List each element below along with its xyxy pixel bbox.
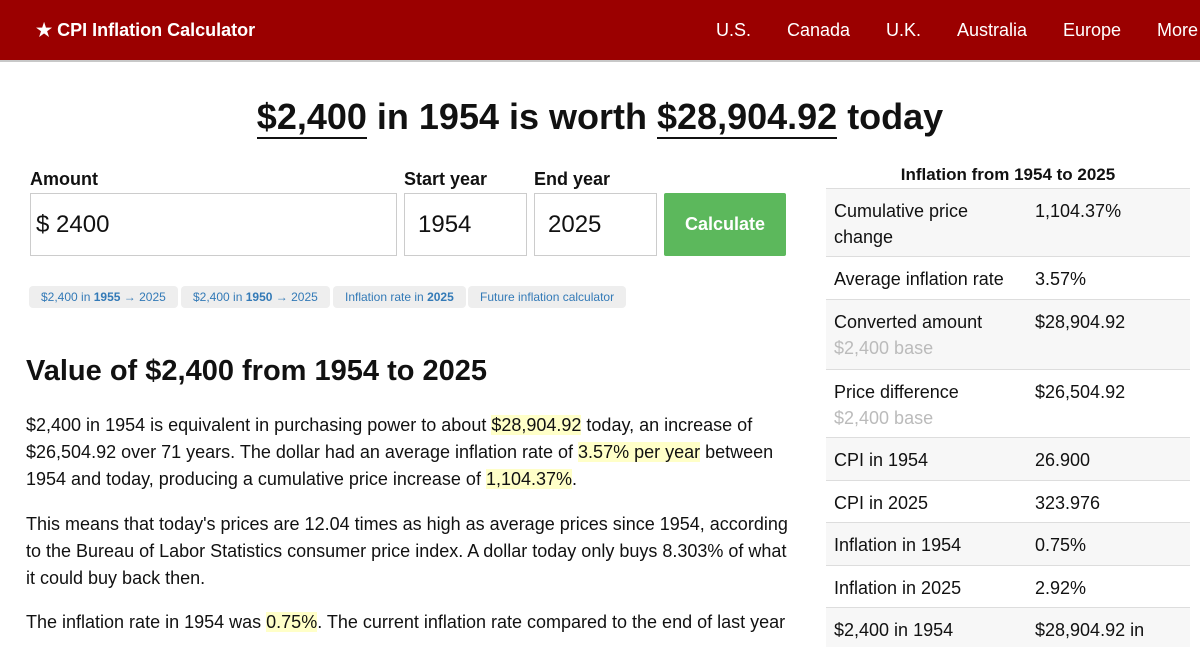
paragraph-1: $2,400 in 1954 is equivalent in purchasi… <box>26 415 774 489</box>
row-label: Inflation in 1954 <box>834 535 962 555</box>
calculate-button[interactable]: Calculate <box>664 193 786 256</box>
row-value: 1,104.37% <box>1035 201 1122 221</box>
table-row: Converted amount $2,400 base $28,904.92 <box>826 299 1190 369</box>
nav-more[interactable]: More <box>1157 20 1199 40</box>
end-year-input[interactable]: 2025 <box>534 193 657 256</box>
table-row: Inflation in 2025 2.92% <box>826 565 1190 607</box>
title-result: $28,904.92 <box>657 96 838 139</box>
table-row: Cumulative price change 1,104.37% <box>826 188 1190 256</box>
title-amount: $2,400 <box>256 96 367 139</box>
row-value: 26.900 <box>1035 450 1091 470</box>
amount-input[interactable]: $ 2400 <box>30 193 397 256</box>
table-row: Price difference $2,400 base $26,504.92 <box>826 369 1190 437</box>
row-label: Average inflation rate <box>834 269 1004 289</box>
table-row: Average inflation rate 3.57% <box>826 256 1190 299</box>
row-label: CPI in 2025 <box>834 493 929 513</box>
title-end: today <box>837 96 944 137</box>
article-heading: Value of $2,400 from 1954 to 2025 <box>26 355 488 387</box>
row-label: Price difference $2,400 base <box>834 379 1024 431</box>
row-label: CPI in 1954 <box>834 450 929 470</box>
row-value: $28,904.92 in <box>1035 620 1145 640</box>
nav-europe[interactable]: Europe <box>1063 20 1122 40</box>
link-future-inflation[interactable]: Future inflation calculator <box>468 286 627 308</box>
link-inflation-rate-2025[interactable]: Inflation rate in 2025 <box>333 286 466 308</box>
row-value: $28,904.92 <box>1035 312 1126 332</box>
link-1955[interactable]: $2,400 in 1955 → 2025 <box>29 286 178 308</box>
table-row: $2,400 in 1954 $28,904.92 in <box>826 607 1190 647</box>
nav-us[interactable]: U.S. <box>716 20 752 40</box>
row-value: $26,504.92 <box>1035 382 1126 402</box>
row-label: Cumulative price change <box>834 201 969 247</box>
nav-uk[interactable]: U.K. <box>886 20 922 40</box>
row-label: Converted amount $2,400 base <box>834 309 1024 361</box>
start-year-input[interactable]: 1954 <box>404 193 527 256</box>
nav-australia[interactable]: Australia <box>957 20 1028 40</box>
nav-canada[interactable]: Canada <box>787 20 851 40</box>
paragraph-3: The inflation rate in 1954 was 0.75%. Th… <box>26 612 786 632</box>
start-year-label: Start year <box>404 169 488 189</box>
table-title: Inflation from 1954 to 2025 <box>900 165 1116 184</box>
row-sublabel: $2,400 base <box>834 338 934 358</box>
row-value: 2.92% <box>1035 578 1087 598</box>
row-label: Inflation in 2025 <box>834 578 962 598</box>
end-year-label: End year <box>534 169 611 189</box>
row-value: 0.75% <box>1035 535 1087 555</box>
table-row: Inflation in 1954 0.75% <box>826 522 1190 565</box>
site-logo-link[interactable]: ★ CPI Inflation Calculator <box>36 20 256 40</box>
top-nav-bar: ★ CPI Inflation Calculator U.S. Canada U… <box>0 0 1200 62</box>
link-1950[interactable]: $2,400 in 1950 → 2025 <box>181 286 330 308</box>
row-value: 3.57% <box>1035 269 1087 289</box>
row-label: $2,400 in 1954 <box>834 620 954 640</box>
title-text: in 1954 is worth <box>366 96 657 137</box>
currency-symbol: $ <box>36 211 50 238</box>
row-value: 323.976 <box>1035 493 1101 513</box>
amount-label: Amount <box>30 169 98 189</box>
table-row: CPI in 1954 26.900 <box>826 437 1190 480</box>
row-sublabel: $2,400 base <box>834 408 934 428</box>
page-title: $2,400 in 1954 is worth $28,904.92 today <box>0 96 1200 139</box>
table-row: CPI in 2025 323.976 <box>826 480 1190 522</box>
amount-value: 2400 <box>56 211 110 238</box>
paragraph-2: This means that today's prices are 12.04… <box>26 514 788 588</box>
